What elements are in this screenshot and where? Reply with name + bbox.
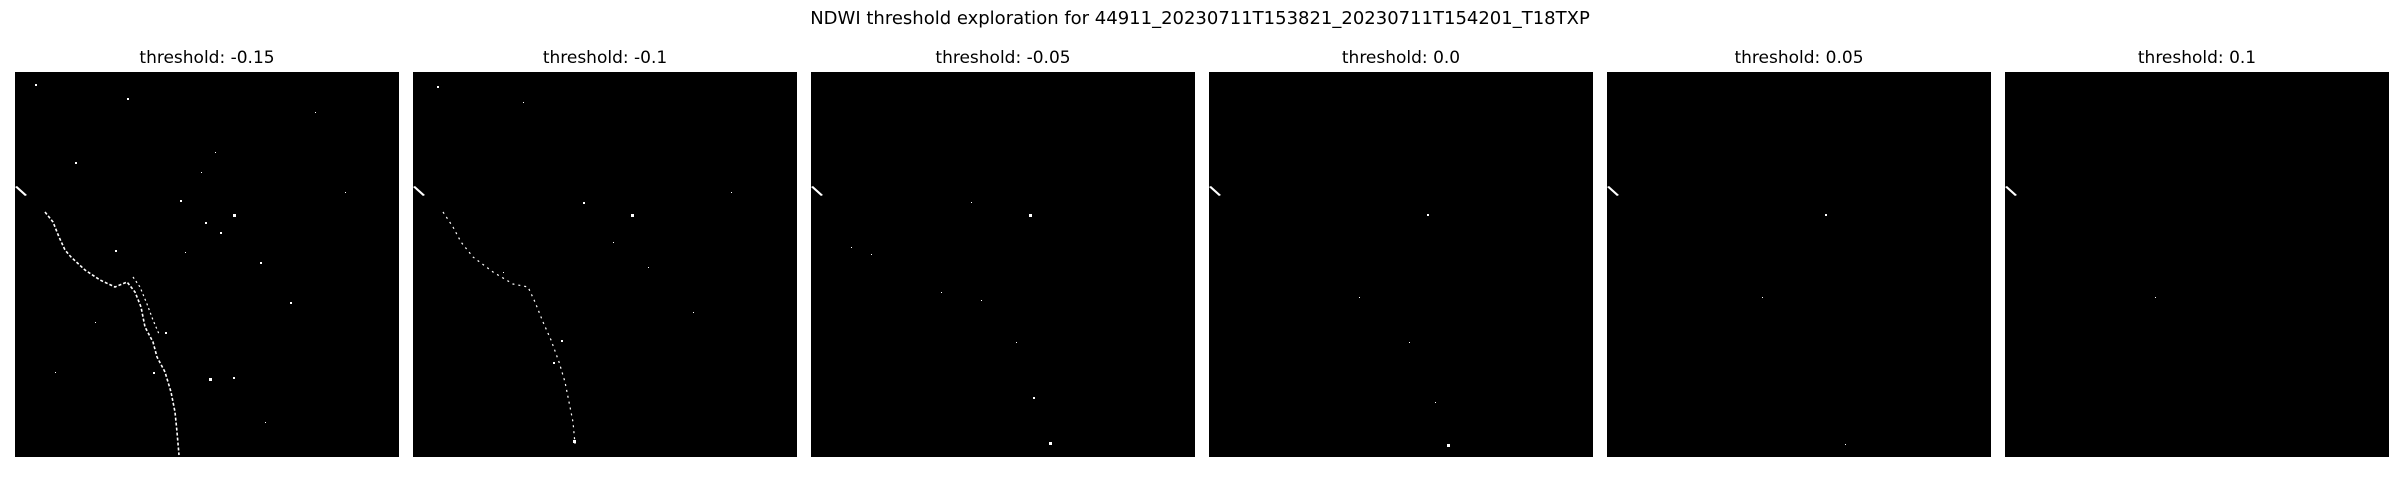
panel-title: threshold: 0.1	[2137, 48, 2257, 68]
water-mask-image	[1607, 72, 1991, 457]
panel-title: threshold: 0.05	[1734, 48, 1864, 68]
water-mask-image	[1209, 72, 1593, 457]
threshold-panel-3: threshold: -0.05	[811, 48, 1195, 457]
panel-title: threshold: -0.1	[542, 48, 668, 68]
figure-title: NDWI threshold exploration for 44911_202…	[810, 8, 1590, 29]
threshold-panel-4: threshold: 0.0	[1209, 48, 1593, 457]
threshold-panel-5: threshold: 0.05	[1607, 48, 1991, 457]
panel-title: threshold: -0.05	[935, 48, 1071, 68]
panel-title: threshold: 0.0	[1341, 48, 1461, 68]
threshold-panel-1: threshold: -0.15	[15, 48, 399, 457]
threshold-panel-2: threshold: -0.1	[413, 48, 797, 457]
water-mask-image	[413, 72, 797, 457]
threshold-panel-6: threshold: 0.1	[2005, 48, 2389, 457]
water-mask-image	[15, 72, 399, 457]
water-mask-image	[811, 72, 1195, 457]
water-mask-image	[2005, 72, 2389, 457]
panel-title: threshold: -0.15	[139, 48, 275, 68]
